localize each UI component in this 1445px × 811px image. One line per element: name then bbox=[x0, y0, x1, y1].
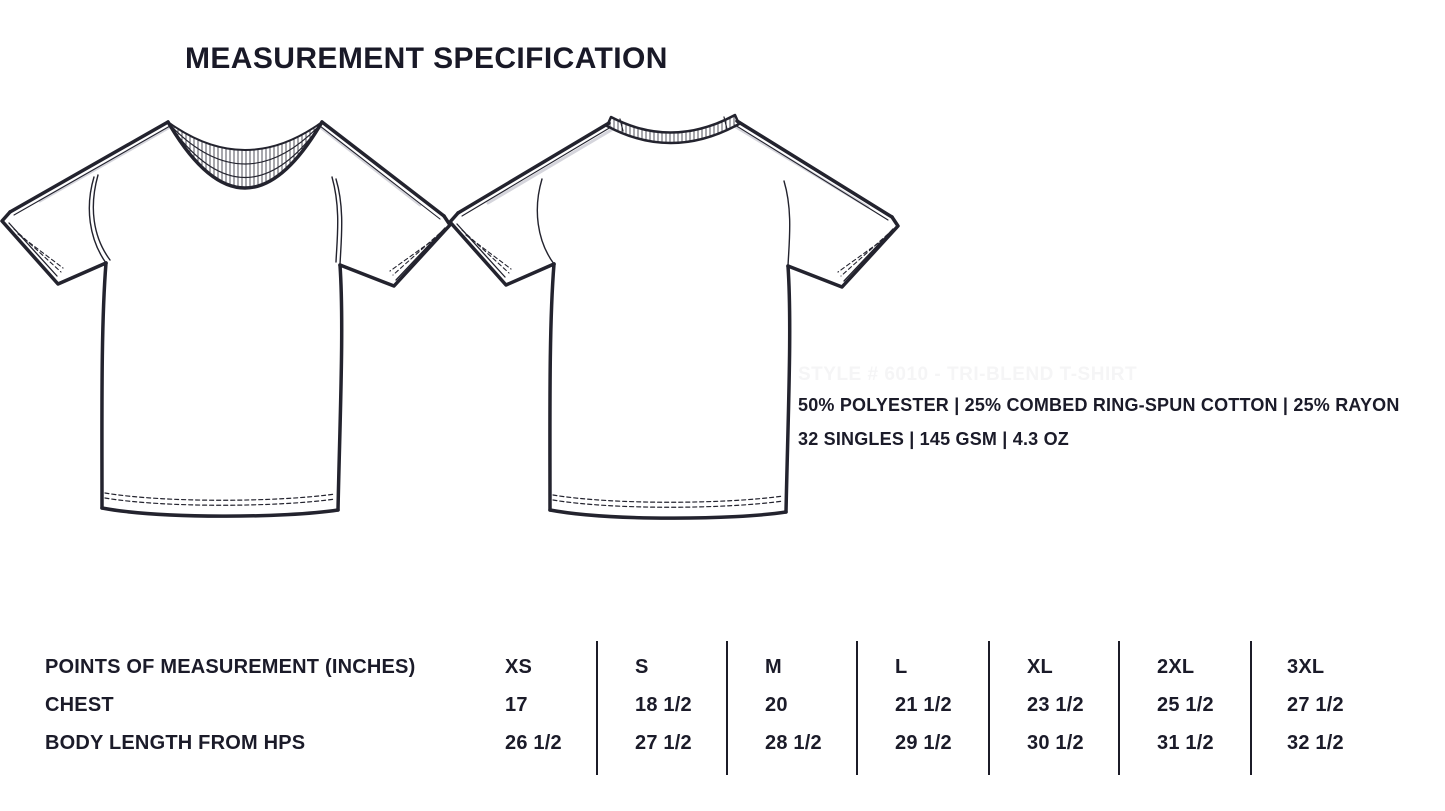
table-column-divider bbox=[596, 641, 598, 775]
chest-value-xs: 17 bbox=[505, 693, 528, 716]
tshirt-back-drawing bbox=[448, 113, 900, 520]
table-column-divider bbox=[1118, 641, 1120, 775]
size-header-s: S bbox=[635, 655, 649, 678]
body-length-value-xl: 30 1/2 bbox=[1027, 731, 1084, 754]
size-header-xl: XL bbox=[1027, 655, 1053, 678]
fabric-weight-line: 32 SINGLES | 145 GSM | 4.3 OZ bbox=[798, 429, 1069, 449]
chest-value-s: 18 1/2 bbox=[635, 693, 692, 716]
page-title: MEASUREMENT SPECIFICATION bbox=[185, 42, 668, 76]
size-header-l: L bbox=[895, 655, 908, 678]
size-header-2xl: 2XL bbox=[1157, 655, 1195, 678]
body-length-value-l: 29 1/2 bbox=[895, 731, 952, 754]
table-column-divider bbox=[988, 641, 990, 775]
size-header-m: M bbox=[765, 655, 782, 678]
body-length-value-m: 28 1/2 bbox=[765, 731, 822, 754]
body-length-value-xs: 26 1/2 bbox=[505, 731, 562, 754]
style-name-faint-text: STYLE # 6010 - TRI-BLEND T-SHIRT bbox=[798, 364, 1138, 385]
table-column-divider bbox=[1250, 641, 1252, 775]
row-label-chest: CHEST bbox=[45, 693, 114, 716]
chest-value-2xl: 25 1/2 bbox=[1157, 693, 1214, 716]
size-spec-table: POINTS OF MEASUREMENT (INCHES) XS S M L … bbox=[45, 648, 1400, 762]
chest-value-l: 21 1/2 bbox=[895, 693, 952, 716]
chest-value-3xl: 27 1/2 bbox=[1287, 693, 1344, 716]
size-header-3xl: 3XL bbox=[1287, 655, 1325, 678]
chest-value-m: 20 bbox=[765, 693, 788, 716]
tshirt-front-drawing bbox=[0, 120, 452, 518]
table-header-points-of-measurement: POINTS OF MEASUREMENT (INCHES) bbox=[45, 655, 416, 678]
table-column-divider bbox=[726, 641, 728, 775]
body-length-value-2xl: 31 1/2 bbox=[1157, 731, 1214, 754]
row-label-body-length: BODY LENGTH FROM HPS bbox=[45, 731, 306, 754]
body-length-value-3xl: 32 1/2 bbox=[1287, 731, 1344, 754]
fabric-content-line: 50% POLYESTER | 25% COMBED RING-SPUN COT… bbox=[798, 395, 1400, 415]
table-column-divider bbox=[856, 641, 858, 775]
chest-value-xl: 23 1/2 bbox=[1027, 693, 1084, 716]
fabric-info-block: STYLE # 6010 - TRI-BLEND T-SHIRT 50% POL… bbox=[798, 362, 1400, 456]
body-length-value-s: 27 1/2 bbox=[635, 731, 692, 754]
size-header-xs: XS bbox=[505, 655, 533, 678]
